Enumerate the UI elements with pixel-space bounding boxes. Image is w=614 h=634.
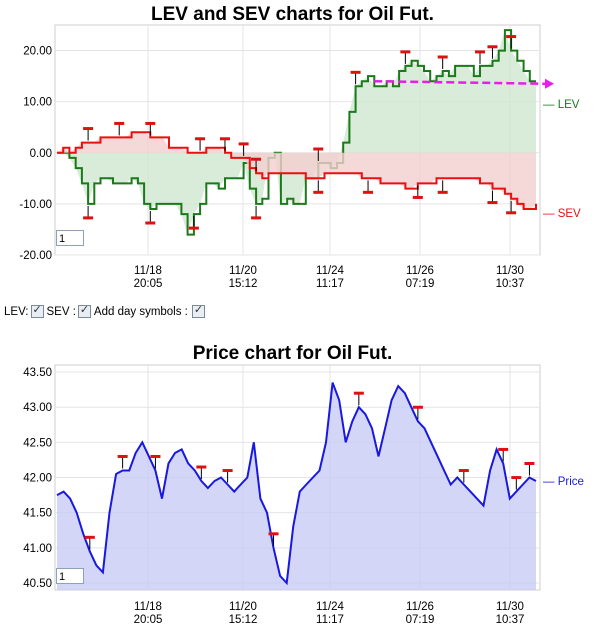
day-marker	[506, 200, 517, 215]
day-marker	[487, 45, 498, 59]
day-marker	[487, 190, 498, 205]
day-marker	[412, 405, 423, 420]
lev-zoom-input[interactable]: 1	[56, 230, 84, 246]
y-tick-label: 41.00	[23, 543, 52, 555]
x-tick-time: 20:05	[134, 614, 163, 626]
legend-sev: — SEV	[543, 208, 581, 220]
day-marker	[363, 180, 374, 194]
day-marker	[84, 535, 95, 550]
day-marker	[458, 469, 469, 483]
day-marker	[114, 121, 125, 136]
day-marker	[150, 454, 161, 469]
day-marker	[195, 137, 206, 151]
x-tick-date: 11/24	[316, 601, 345, 613]
day-marker	[83, 205, 94, 220]
day-marker	[498, 447, 509, 462]
series-area-price	[57, 382, 536, 590]
day-marker	[506, 35, 517, 49]
legend-price: — Price	[543, 476, 584, 488]
day-marker	[251, 157, 262, 172]
x-tick-time: 10:37	[496, 614, 525, 626]
x-tick-time: 07:19	[406, 614, 435, 626]
y-tick-label: -10.00	[19, 199, 52, 211]
y-tick-label: 42.00	[23, 473, 52, 485]
day-marker	[145, 211, 156, 225]
day-marker	[238, 142, 249, 156]
lev-toggle-label: LEV:	[4, 305, 29, 318]
x-tick-date: 11/20	[229, 265, 257, 277]
x-tick-date: 11/30	[496, 601, 524, 613]
day-marker	[268, 532, 279, 546]
day-marker	[313, 147, 324, 161]
target-arrow-head	[545, 78, 554, 89]
day-marker	[188, 216, 199, 230]
x-tick-time: 15:12	[229, 614, 258, 626]
day-marker	[251, 205, 262, 220]
day-marker	[412, 185, 423, 199]
day-marker	[145, 121, 156, 136]
sev-toggle-label: SEV :	[46, 305, 76, 318]
sev-checkbox[interactable]	[77, 303, 91, 318]
day-marker	[222, 469, 233, 483]
target-arrow-line	[374, 79, 549, 86]
day-marker	[511, 476, 522, 490]
day-marker	[353, 391, 364, 406]
y-tick-label: -20.00	[19, 250, 52, 262]
series-line-price	[56, 382, 537, 586]
day-marker	[400, 50, 411, 64]
day-marker	[196, 465, 207, 480]
y-tick-label: 43.00	[23, 402, 52, 414]
series-toggle-bar: LEV: SEV : Add day symbols :	[4, 303, 208, 318]
x-tick-date: 11/24	[316, 265, 345, 277]
y-tick-label: 0.00	[30, 148, 52, 160]
day-marker	[117, 454, 128, 469]
x-tick-date: 11/30	[496, 265, 524, 277]
x-tick-date: 11/18	[134, 265, 162, 277]
series-area-sev	[57, 132, 536, 209]
x-tick-date: 11/26	[406, 265, 434, 277]
x-tick-date: 11/26	[406, 601, 434, 613]
price-zoom-input[interactable]: 1	[56, 568, 84, 584]
chart-title: Price chart for Oil Fut.	[193, 343, 393, 364]
day-marker	[313, 180, 324, 194]
x-tick-time: 11:17	[316, 614, 344, 626]
x-tick-time: 11:17	[316, 278, 344, 290]
x-tick-time: 10:37	[496, 278, 525, 290]
day-marker	[83, 127, 94, 141]
y-tick-label: 10.00	[23, 97, 52, 109]
day-symbols-label: Add day symbols :	[93, 305, 188, 318]
x-tick-time: 20:05	[134, 278, 163, 290]
x-tick-date: 11/20	[229, 601, 257, 613]
day-symbols-checkbox[interactable]	[191, 303, 205, 318]
day-marker	[437, 55, 448, 69]
series-line-lev	[57, 29, 536, 236]
day-marker	[475, 50, 486, 64]
lev-checkbox[interactable]	[30, 303, 44, 318]
day-marker	[437, 180, 448, 194]
y-tick-label: 41.50	[23, 508, 52, 520]
day-marker	[219, 137, 230, 151]
y-tick-label: 40.50	[23, 578, 52, 590]
series-line-sev	[57, 131, 537, 210]
day-marker	[524, 462, 535, 476]
legend-lev: — LEV	[543, 99, 580, 111]
y-tick-label: 43.50	[23, 367, 52, 379]
x-tick-time: 07:19	[406, 278, 435, 290]
day-marker	[350, 70, 361, 85]
y-tick-label: 42.50	[23, 437, 52, 449]
x-tick-time: 15:12	[229, 278, 258, 290]
x-tick-date: 11/18	[134, 601, 162, 613]
y-tick-label: 20.00	[23, 46, 52, 58]
chart-title: LEV and SEV charts for Oil Fut.	[151, 4, 434, 25]
